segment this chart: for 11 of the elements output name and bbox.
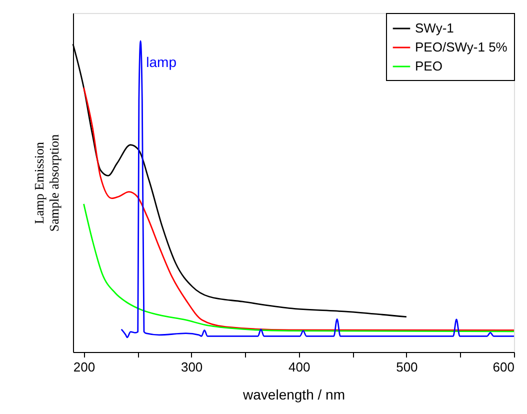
legend-label: SWy-1 (415, 20, 454, 36)
legend-label: PEO/SWy-1 5% (415, 40, 508, 54)
x-tick-label: 300 (180, 360, 203, 374)
x-tick-label: 200 (73, 360, 96, 374)
legend-label: PEO (415, 58, 442, 74)
y-axis-title: Lamp Emission Sample absorption (32, 134, 62, 232)
x-tick-label: 400 (288, 360, 310, 374)
x-tick-label: 600 (492, 360, 514, 374)
annotation: lamp (146, 54, 177, 70)
x-tick-label: 500 (396, 360, 418, 374)
x-axis-title: wavelength / nm (242, 386, 345, 402)
